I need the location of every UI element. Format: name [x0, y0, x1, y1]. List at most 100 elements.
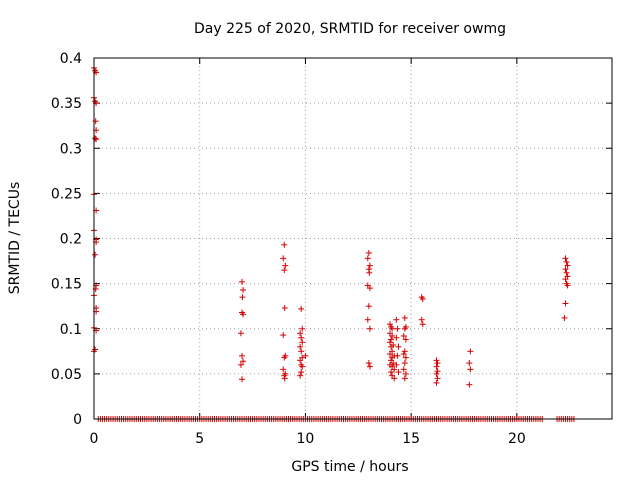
data-point	[394, 352, 401, 359]
data-point	[297, 330, 304, 337]
x-tick-label: 20	[508, 431, 526, 447]
data-point	[299, 363, 306, 370]
data-point	[466, 360, 473, 367]
data-point	[366, 269, 373, 276]
data-point	[299, 339, 306, 346]
data-point	[395, 369, 402, 376]
data-point	[388, 336, 395, 343]
data-point	[297, 372, 304, 379]
data-point	[391, 366, 398, 373]
data-point	[281, 267, 288, 274]
data-point	[280, 255, 287, 262]
data-points	[91, 64, 577, 422]
data-point	[389, 354, 396, 361]
data-point	[281, 375, 288, 382]
data-point	[364, 316, 371, 323]
data-point	[280, 366, 287, 373]
data-point	[434, 368, 441, 375]
x-tick-label: 0	[90, 431, 99, 447]
data-point	[364, 255, 371, 262]
y-axis-label: SRMTID / TECUs	[7, 182, 23, 295]
data-point	[393, 361, 400, 368]
data-point	[391, 375, 398, 382]
data-point	[433, 379, 440, 386]
data-point	[393, 316, 400, 323]
data-point	[400, 351, 407, 358]
data-point	[394, 325, 401, 332]
data-point	[92, 251, 99, 258]
data-point	[388, 343, 395, 350]
data-point	[400, 366, 407, 373]
data-point	[366, 363, 373, 370]
data-point	[562, 255, 569, 262]
x-axis-label: GPS time / hours	[291, 459, 408, 475]
data-point	[401, 360, 408, 367]
data-point	[433, 363, 440, 370]
data-point	[563, 258, 570, 265]
data-point	[281, 354, 288, 361]
data-point	[281, 304, 288, 311]
data-point	[395, 343, 402, 350]
y-tick-label: 0.25	[51, 186, 82, 202]
y-tick-label: 0.4	[60, 51, 82, 67]
data-point	[282, 262, 289, 269]
data-point	[298, 369, 305, 376]
plot-frame	[93, 57, 613, 420]
data-point	[240, 311, 247, 318]
data-point	[239, 376, 245, 383]
x-tick-label: 10	[297, 431, 315, 447]
data-point	[419, 321, 426, 328]
y-tick-label: 0	[73, 412, 82, 428]
data-point	[366, 262, 373, 269]
data-point	[467, 366, 474, 373]
data-point	[402, 354, 409, 361]
data-point	[418, 316, 425, 323]
data-point	[298, 305, 305, 312]
data-point	[365, 303, 372, 310]
data-point	[466, 381, 473, 388]
data-point	[299, 325, 306, 332]
data-point	[389, 325, 396, 332]
data-point	[562, 300, 569, 307]
data-point	[240, 358, 247, 365]
data-point	[433, 370, 440, 377]
data-point	[366, 325, 373, 332]
data-point	[419, 295, 426, 302]
y-tick-label: 0.35	[51, 96, 82, 112]
data-point	[366, 285, 373, 292]
y-tick-label: 0.1	[60, 322, 82, 338]
data-point	[401, 375, 408, 382]
x-tick-label: 5	[195, 431, 204, 447]
data-point	[467, 348, 474, 355]
data-point	[388, 369, 395, 376]
y-tick-label: 0.05	[51, 367, 82, 383]
data-point	[239, 352, 245, 359]
grid-lines	[94, 58, 612, 419]
data-point	[563, 269, 570, 276]
data-point	[562, 276, 569, 283]
data-point	[400, 332, 407, 339]
data-point	[390, 360, 397, 367]
y-tick-label: 0.15	[51, 277, 82, 293]
data-point	[298, 334, 305, 341]
data-point	[387, 321, 393, 328]
tick-labels: 0 0.05 0.1 0.15 0.2 0.25 0.3 0.35 0.4 0 5 10 15 20	[51, 51, 526, 447]
data-point	[281, 241, 288, 248]
data-point	[302, 352, 309, 359]
data-point	[564, 262, 571, 269]
data-point	[389, 332, 396, 339]
y-tick-label: 0.3	[60, 141, 82, 157]
data-point	[298, 348, 305, 355]
data-point	[297, 357, 304, 364]
data-point	[393, 334, 400, 341]
data-point	[564, 282, 571, 289]
data-point	[401, 325, 408, 332]
chart-title: Day 225 of 2020, SRMTID for receiver owm…	[194, 21, 506, 37]
data-point	[239, 278, 245, 285]
data-point	[434, 360, 441, 367]
data-point	[434, 375, 441, 382]
data-point	[92, 135, 99, 142]
x-tick-label: 15	[402, 431, 420, 447]
data-point	[387, 339, 393, 346]
